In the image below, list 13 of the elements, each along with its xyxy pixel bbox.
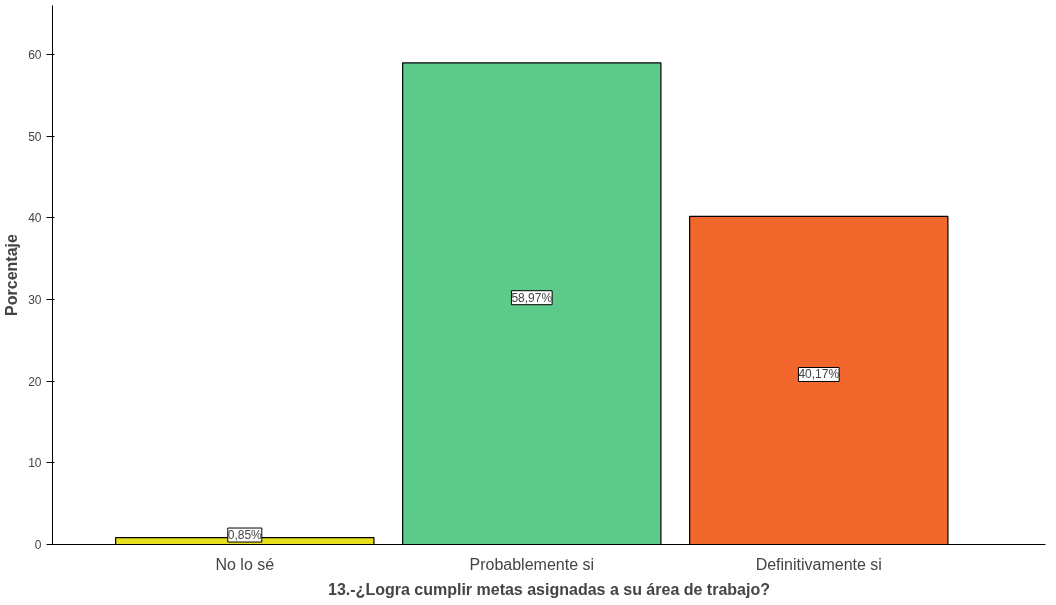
y-tick-label: 0	[34, 538, 42, 552]
x-tick-label: Definitivamente si	[755, 555, 882, 573]
x-tick-label: No lo sé	[215, 555, 275, 573]
x-axis-title: 13.-¿Logra cumplir metas asignadas a su área de trabajo?	[328, 580, 770, 598]
data-label: 58,97%	[511, 290, 553, 305]
y-tick-label: 10	[28, 456, 42, 471]
y-tick-label: 50	[28, 129, 42, 144]
y-tick-label: 40	[28, 211, 42, 226]
y-tick-label: 60	[28, 48, 42, 62]
x-tick-label: Probablemente si	[469, 555, 595, 573]
y-axis-title: Porcentaje	[3, 233, 21, 316]
y-tick-label: 30	[28, 293, 42, 307]
y-tick-label: 20	[28, 374, 42, 389]
